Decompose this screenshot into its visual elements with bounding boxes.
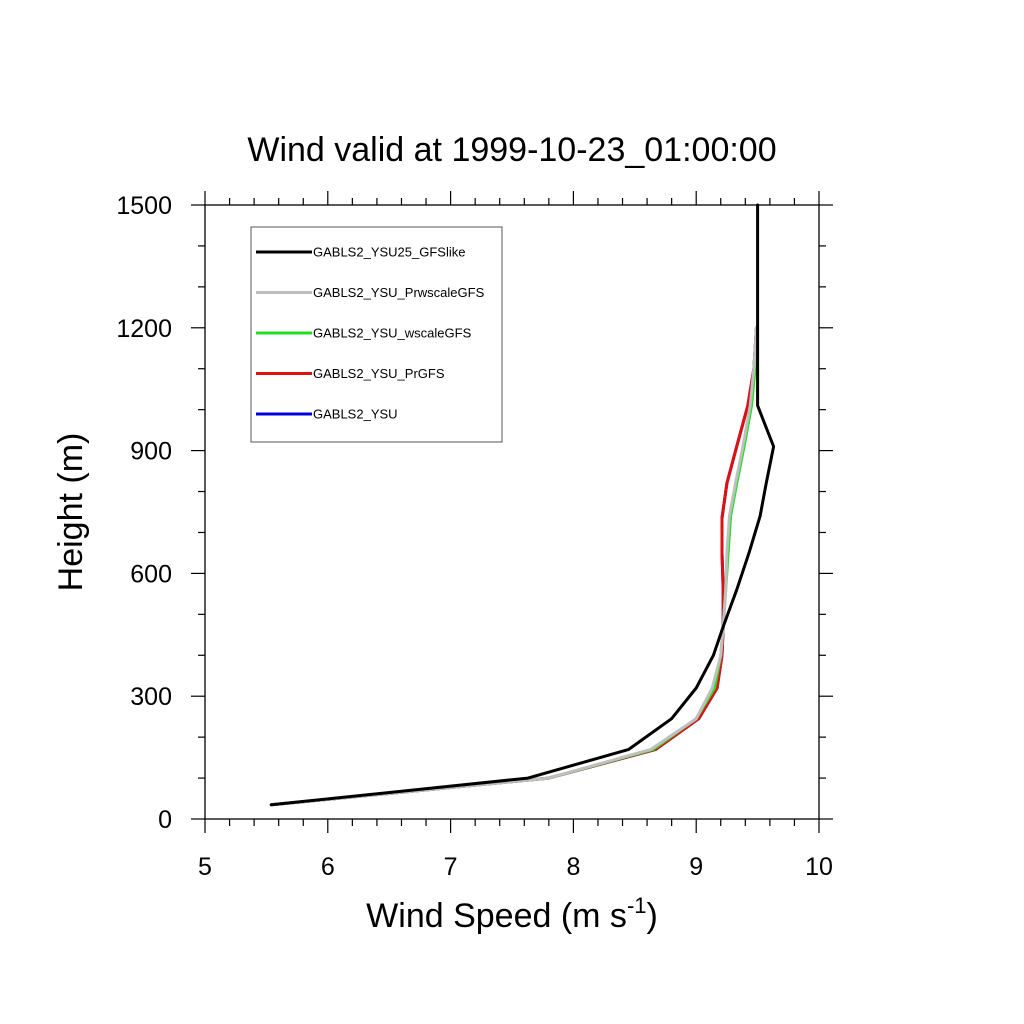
x-tick-label: 8	[566, 853, 580, 881]
y-tick-label: 600	[130, 560, 172, 588]
y-axis-label: Height (m)	[52, 433, 90, 592]
y-tick-label: 0	[158, 806, 172, 834]
series-line-gabls2-ysu-prwscalegfs	[269, 326, 758, 807]
axis-ticks	[191, 191, 833, 833]
legend-entries: GABLS2_YSU25_GFSlike GABLS2_YSU_PrwscaleG…	[256, 245, 485, 422]
x-tick-label: 9	[689, 853, 703, 881]
x-tick-label: 7	[444, 853, 458, 881]
x-axis-label: Wind Speed (m s-1)	[366, 893, 658, 935]
y-tick-label: 1500	[116, 192, 172, 220]
plot-frame	[204, 204, 820, 820]
legend-label: GABLS2_YSU_wscaleGFS	[313, 326, 472, 341]
chart-title: Wind valid at 1999-10-23_01:00:00	[247, 131, 776, 169]
series-line-gabls2-ysu25-gfslike	[269, 203, 776, 807]
legend-label: GABLS2_YSU_PrwscaleGFS	[313, 285, 485, 300]
y-tick-label: 300	[130, 683, 172, 711]
legend-label: GABLS2_YSU	[313, 407, 398, 422]
data-series	[269, 203, 776, 807]
y-tick-label: 1200	[116, 315, 172, 343]
y-tick-label: 900	[130, 438, 172, 466]
x-axis-label-tail: )	[647, 897, 658, 935]
x-tick-label: 10	[805, 853, 833, 881]
x-axis-label-main: Wind Speed (m s	[366, 897, 627, 935]
tick-labels: 5 6 7 8 9 10 0 300 600 900 1200 1500	[116, 192, 833, 881]
x-tick-label: 5	[198, 853, 212, 881]
x-axis-label-superscript: -1	[627, 893, 647, 918]
legend-label: GABLS2_YSU25_GFSlike	[313, 245, 465, 260]
x-tick-label: 6	[321, 853, 335, 881]
legend-label: GABLS2_YSU_PrGFS	[313, 366, 445, 381]
legend: GABLS2_YSU25_GFSlike GABLS2_YSU_PrwscaleG…	[250, 226, 503, 443]
